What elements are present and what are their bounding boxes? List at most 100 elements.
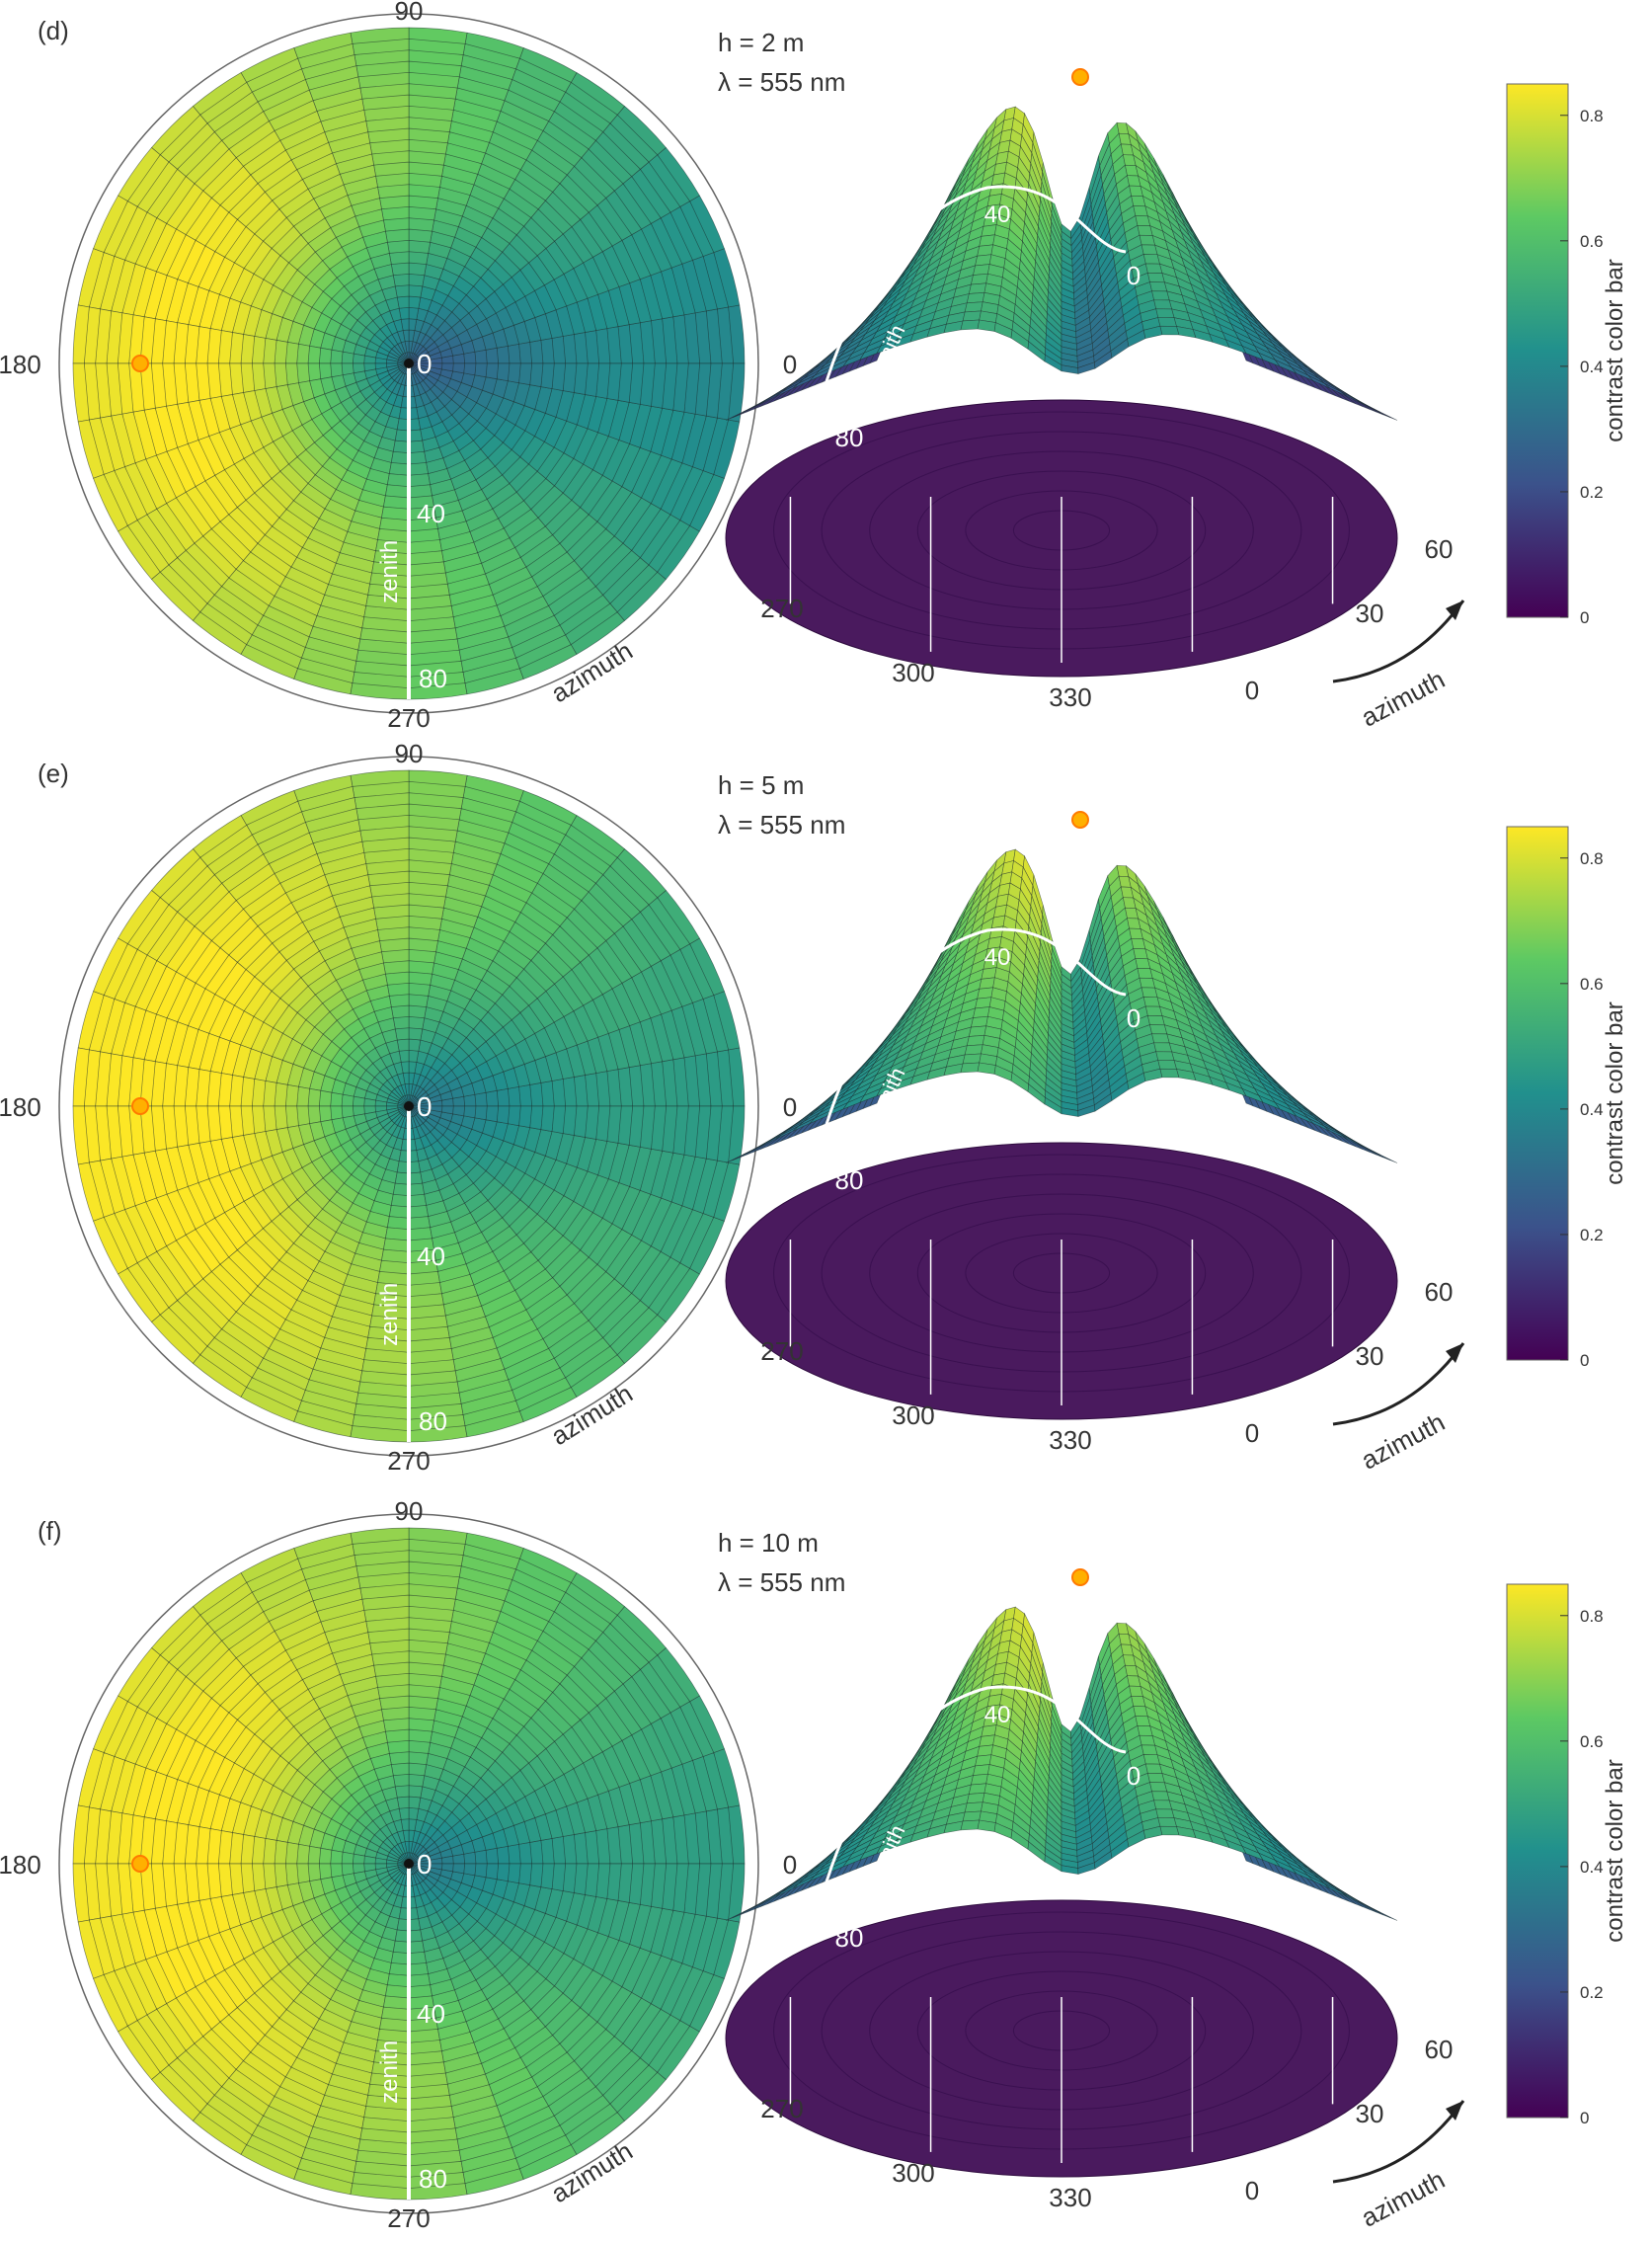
polar-cell xyxy=(296,1843,310,1865)
polar-cell xyxy=(496,1105,511,1125)
polar-cell xyxy=(330,349,344,364)
polar-cell xyxy=(408,1027,424,1041)
polar-cell xyxy=(307,1105,322,1125)
polar-center xyxy=(404,1101,414,1111)
azimuth-arrowhead xyxy=(1446,600,1463,620)
polar-cell xyxy=(388,1751,410,1765)
surface-cell xyxy=(977,244,994,257)
polar-cell xyxy=(474,1105,488,1121)
polar-cell xyxy=(392,273,410,287)
height-label: h = 2 m xyxy=(718,28,804,57)
surface-cell xyxy=(1147,272,1165,283)
polar-center-label: 0 xyxy=(417,349,433,379)
base-label-30: 30 xyxy=(1356,1341,1384,1371)
polar-cell xyxy=(330,362,344,378)
surface-label-80: 80 xyxy=(835,423,864,452)
polar-cell xyxy=(452,1105,466,1117)
polar-cell xyxy=(508,362,521,384)
polar-cell xyxy=(408,306,420,320)
surface-cell xyxy=(1149,281,1168,292)
surface-cell xyxy=(962,1053,982,1065)
surface-cell xyxy=(1149,1024,1168,1035)
polar-cell xyxy=(390,1004,410,1019)
polar-cell xyxy=(388,462,410,476)
surface-cell xyxy=(975,997,992,1009)
polar-heatmap xyxy=(72,27,746,700)
polar-cell xyxy=(474,362,488,378)
surface-cell xyxy=(1151,290,1170,301)
colorbar-tick-label: 0.4 xyxy=(1580,358,1604,376)
polar-cell xyxy=(408,1785,424,1799)
polar-cell xyxy=(388,994,410,1007)
polar-cell xyxy=(318,362,333,380)
colorbar-tick-label: 0.4 xyxy=(1580,1100,1604,1119)
polar-cell xyxy=(394,429,410,442)
polar-cell xyxy=(508,1105,521,1127)
polar-outer-ring xyxy=(58,13,759,714)
polar-cell xyxy=(390,1762,410,1777)
polar-cell xyxy=(394,1027,410,1041)
polar-zenith-label: zenith xyxy=(376,1283,403,1346)
polar-cell xyxy=(330,1849,344,1865)
surface-label-40: 40 xyxy=(984,944,1011,971)
base-label-0: 0 xyxy=(1245,676,1259,705)
polar-cell xyxy=(318,347,333,364)
polar-cell xyxy=(388,1205,410,1219)
surface-cell xyxy=(968,1025,987,1037)
polar-cell xyxy=(408,1171,424,1185)
base-label-60: 60 xyxy=(1425,534,1454,564)
polar-cell xyxy=(390,1951,410,1965)
polar-cell xyxy=(408,994,430,1007)
height-label: h = 10 m xyxy=(718,1528,819,1558)
surface-cell xyxy=(971,273,988,285)
polar-cell xyxy=(341,351,354,364)
polar-cell xyxy=(408,1205,430,1219)
polar-cell xyxy=(390,450,410,465)
surface-ridge-line xyxy=(818,927,1127,1149)
polar-cell xyxy=(408,251,430,265)
polar-heatmap xyxy=(72,769,746,1443)
surface-label-80: 80 xyxy=(835,1165,864,1195)
polar-label-0: 0 xyxy=(783,1092,797,1122)
colorbar-tick-label: 0.6 xyxy=(1580,975,1604,994)
surface-cell xyxy=(975,254,992,267)
surface-cell xyxy=(1157,317,1177,327)
azimuth-arrowhead xyxy=(1446,1343,1463,1363)
surface-cell xyxy=(1147,1014,1165,1026)
base-label-0: 0 xyxy=(1245,1418,1259,1448)
polar-cell xyxy=(394,284,410,298)
polar-cell xyxy=(394,1785,410,1799)
surface-cell xyxy=(960,1062,981,1074)
polar-cell xyxy=(508,1843,521,1865)
base-label-330: 330 xyxy=(1049,1425,1091,1455)
polar-cell xyxy=(390,1193,410,1208)
base-label-60: 60 xyxy=(1425,1277,1454,1307)
polar-label-0: 0 xyxy=(783,350,797,379)
polar-cell xyxy=(485,1847,500,1865)
panel-letter: (e) xyxy=(38,759,69,788)
polar-outer-ring xyxy=(58,756,759,1457)
polar-center-label: 0 xyxy=(417,1091,433,1122)
polar-cell xyxy=(508,343,521,364)
polar-cell xyxy=(408,1049,420,1063)
surface-plot xyxy=(725,106,1398,678)
colorbar-tick-label: 0.6 xyxy=(1580,232,1604,251)
polar-cell xyxy=(408,429,424,442)
zenith-tick-40: 40 xyxy=(417,499,445,528)
wavelength-label: λ = 555 nm xyxy=(718,810,845,840)
polar-zenith-label: zenith xyxy=(376,540,403,603)
base-label-300: 300 xyxy=(892,1401,934,1430)
surface-cell xyxy=(1155,1051,1175,1062)
surface-label-0: 0 xyxy=(1127,1003,1141,1033)
polar-cell xyxy=(496,1845,511,1865)
polar-cell xyxy=(408,284,424,298)
polar-cell xyxy=(341,1093,354,1107)
polar-cell xyxy=(408,295,422,309)
polar-label-180: 180 xyxy=(0,350,41,379)
base-label-300: 300 xyxy=(892,658,934,687)
azimuth-arrow xyxy=(1332,600,1465,683)
surface-cell xyxy=(1157,1060,1177,1070)
